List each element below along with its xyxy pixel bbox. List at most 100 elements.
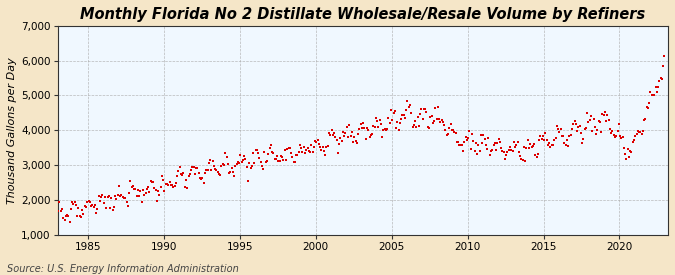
Point	[223, 171, 234, 175]
Point	[388, 111, 399, 115]
Point	[543, 143, 554, 147]
Point	[165, 183, 176, 187]
Point	[349, 134, 360, 139]
Point	[657, 64, 668, 68]
Point	[201, 168, 212, 172]
Point	[368, 124, 379, 128]
Point	[346, 130, 357, 134]
Point	[181, 178, 192, 183]
Point	[101, 205, 111, 210]
Point	[343, 135, 354, 139]
Point	[387, 118, 398, 122]
Point	[617, 134, 628, 139]
Point	[192, 166, 202, 170]
Point	[394, 121, 405, 125]
Point	[264, 146, 275, 151]
Point	[400, 116, 410, 120]
Point	[498, 150, 509, 154]
Point	[367, 132, 377, 136]
Point	[326, 127, 337, 132]
Point	[487, 147, 497, 152]
Point	[60, 214, 71, 219]
Point	[245, 166, 256, 170]
Point	[248, 151, 259, 156]
Point	[531, 155, 542, 160]
Point	[279, 148, 290, 152]
Point	[87, 203, 98, 207]
Point	[481, 142, 491, 147]
Point	[55, 209, 66, 214]
Point	[240, 157, 251, 161]
Point	[72, 213, 82, 218]
Point	[587, 129, 597, 134]
Point	[537, 133, 548, 138]
Point	[431, 116, 442, 121]
Point	[331, 138, 342, 142]
Point	[572, 129, 583, 134]
Point	[500, 157, 510, 161]
Point	[100, 195, 111, 199]
Point	[611, 133, 622, 138]
Point	[202, 167, 213, 172]
Point	[95, 199, 105, 203]
Point	[261, 160, 271, 165]
Point	[207, 159, 218, 163]
Point	[109, 205, 119, 210]
Point	[105, 206, 115, 210]
Point	[654, 79, 665, 83]
Point	[116, 193, 127, 197]
Point	[618, 145, 629, 150]
Point	[354, 127, 364, 131]
Point	[313, 142, 324, 147]
Point	[128, 184, 138, 188]
Point	[573, 125, 584, 130]
Point	[217, 162, 228, 166]
Point	[342, 125, 352, 129]
Point	[420, 107, 431, 111]
Text: Source: U.S. Energy Information Administration: Source: U.S. Energy Information Administ…	[7, 264, 238, 274]
Point	[321, 145, 332, 149]
Point	[424, 126, 435, 130]
Point	[501, 153, 512, 158]
Point	[510, 145, 520, 150]
Point	[535, 134, 546, 138]
Point	[628, 137, 639, 142]
Point	[601, 119, 612, 123]
Point	[139, 193, 150, 197]
Point	[429, 119, 439, 124]
Point	[110, 194, 121, 198]
Point	[151, 188, 161, 192]
Point	[436, 117, 447, 122]
Point	[625, 148, 636, 153]
Point	[97, 192, 108, 197]
Point	[338, 130, 348, 134]
Point	[477, 141, 487, 145]
Point	[586, 114, 597, 119]
Point	[205, 158, 215, 162]
Point	[296, 145, 306, 150]
Point	[84, 200, 95, 204]
Point	[254, 155, 265, 160]
Point	[300, 151, 310, 156]
Point	[394, 128, 404, 132]
Point	[339, 134, 350, 138]
Point	[454, 143, 465, 147]
Point	[641, 105, 652, 109]
Point	[621, 157, 632, 161]
Point	[154, 192, 165, 197]
Point	[434, 117, 445, 122]
Point	[242, 179, 253, 183]
Point	[232, 162, 242, 166]
Point	[589, 125, 600, 129]
Point	[416, 107, 427, 111]
Point	[563, 144, 574, 148]
Point	[138, 188, 148, 192]
Point	[124, 191, 134, 196]
Point	[608, 132, 619, 137]
Point	[505, 145, 516, 149]
Point	[244, 160, 254, 165]
Point	[129, 187, 140, 191]
Point	[469, 148, 480, 153]
Point	[256, 163, 267, 168]
Point	[360, 137, 371, 141]
